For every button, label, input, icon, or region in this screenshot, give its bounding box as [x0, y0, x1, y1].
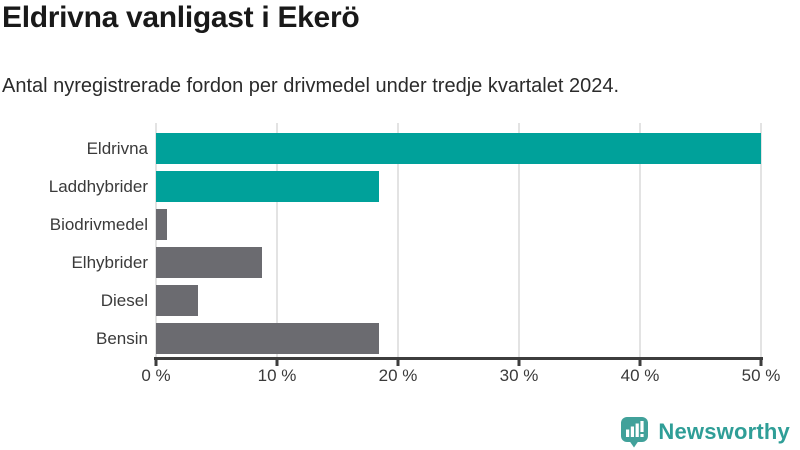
category-label-0: Eldrivna — [86, 139, 148, 158]
chart-subtitle: Antal nyregistrerade fordon per drivmede… — [2, 75, 620, 97]
gridline-0 — [155, 123, 157, 358]
bar-4 — [156, 285, 199, 316]
gridline-40 — [639, 123, 641, 358]
x-axis-tick-40 — [638, 360, 642, 366]
gridline-10 — [276, 123, 278, 358]
bar-1 — [156, 171, 379, 202]
x-axis-line — [154, 357, 763, 360]
x-axis-tick-50 — [759, 360, 763, 366]
x-tick-label-30: 30 % — [499, 366, 539, 385]
x-tick-label-0: 0 % — [141, 366, 171, 385]
x-axis-tick-20 — [396, 360, 400, 366]
category-label-4: Diesel — [100, 291, 148, 310]
newsworthy-logo[interactable]: Newsworthy — [620, 416, 790, 448]
category-label-1: Laddhybrider — [48, 177, 148, 196]
bar-chart-plot-area: Eldrivna Laddhybrider Biodrivmedel Elhybrid… — [49, 123, 780, 385]
category-label-3: Elhybrider — [71, 253, 148, 272]
category-label-5: Bensin — [96, 329, 148, 348]
bar-0 — [156, 133, 761, 164]
x-axis-tick-10 — [275, 360, 279, 366]
bar-5 — [156, 323, 379, 354]
bar-2 — [156, 209, 167, 240]
x-tick-label-50: 50 % — [741, 366, 781, 385]
category-label-2: Biodrivmedel — [49, 215, 148, 234]
gridline-20 — [397, 123, 399, 358]
x-tick-label-10: 10 % — [257, 366, 297, 385]
bar-3 — [156, 247, 263, 278]
gridline-30 — [518, 123, 520, 358]
x-tick-label-20: 20 % — [378, 366, 418, 385]
x-axis-tick-0 — [154, 360, 158, 366]
x-axis-tick-30 — [517, 360, 521, 366]
gridline-50 — [760, 123, 762, 358]
newsworthy-bar-chart-bubble-icon — [621, 417, 649, 448]
chart-title: Eldrivna vanligast i Ekerö — [2, 1, 360, 34]
x-tick-label-40: 40 % — [620, 366, 660, 385]
newsworthy-logo-text: Newsworthy — [658, 419, 790, 444]
